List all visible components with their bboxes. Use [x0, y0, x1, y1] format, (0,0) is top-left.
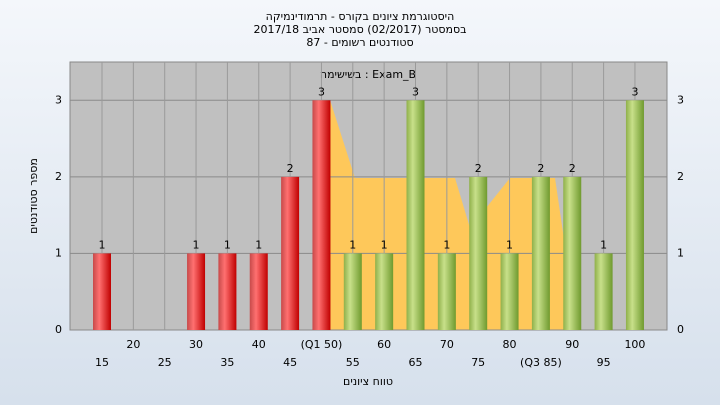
- value-label: 3: [412, 85, 419, 98]
- x-tick-label: 40: [252, 338, 266, 351]
- x-tick-label: 45: [283, 356, 297, 369]
- value-label: 3: [631, 85, 638, 98]
- y-tick-label: 1: [55, 246, 62, 259]
- x-tick-label: 95: [597, 356, 611, 369]
- x-tick-label: (Q1 50): [301, 338, 343, 351]
- x-tick-label: 70: [440, 338, 454, 351]
- value-label: 3: [318, 85, 325, 98]
- bar: [187, 253, 206, 330]
- value-label: 2: [287, 162, 294, 175]
- value-label: 1: [193, 238, 200, 251]
- x-tick-label: 25: [158, 356, 172, 369]
- bar: [312, 100, 331, 331]
- value-label: 1: [600, 238, 607, 251]
- x-tick-label: 60: [377, 338, 391, 351]
- y-axis-title: מספר סטודנטים: [27, 158, 40, 234]
- bar: [406, 100, 425, 331]
- bar: [249, 253, 268, 330]
- value-label: 2: [537, 162, 544, 175]
- value-label: 1: [381, 238, 388, 251]
- bar: [531, 176, 550, 330]
- value-label: 1: [443, 238, 450, 251]
- value-label: 1: [506, 238, 513, 251]
- bar: [469, 176, 488, 330]
- x-tick-label: 90: [565, 338, 579, 351]
- y-tick-label: 0: [55, 323, 62, 336]
- bar: [218, 253, 237, 330]
- y-tick-label: 3: [55, 93, 62, 106]
- y2-tick-label: 0: [677, 323, 684, 336]
- bar: [625, 100, 644, 331]
- value-label: 1: [255, 238, 262, 251]
- bar: [281, 176, 300, 330]
- value-label: 2: [475, 162, 482, 175]
- x-tick-label: 55: [346, 356, 360, 369]
- bar: [437, 253, 456, 330]
- bar: [343, 253, 362, 330]
- x-tick-label: 65: [409, 356, 423, 369]
- x-tick-label: 20: [126, 338, 140, 351]
- x-tick-label: 75: [471, 356, 485, 369]
- x-axis-title: טווח ציונים: [343, 375, 393, 388]
- bar: [563, 176, 582, 330]
- y2-tick-label: 2: [677, 170, 684, 183]
- value-label: 2: [569, 162, 576, 175]
- value-label: 1: [224, 238, 231, 251]
- y2-tick-label: 3: [677, 93, 684, 106]
- x-tick-label: 30: [189, 338, 203, 351]
- plot: 0 0 1 1 2 2 3 3 1 15 20 25 1 30 1 35 1 40 2 45 3 (Q1 50) 1 55 1 6…: [55, 62, 684, 369]
- value-label: 1: [349, 238, 356, 251]
- bar: [500, 253, 519, 330]
- y2-tick-label: 1: [677, 246, 684, 259]
- y-tick-label: 2: [55, 170, 62, 183]
- bar: [594, 253, 613, 330]
- chart-title: היסטוגרמת ציונים בקורס - תרמודינמיקה: [266, 10, 455, 23]
- annotation: בשישימה : Exam_B: [320, 68, 416, 81]
- x-tick-label: 35: [220, 356, 234, 369]
- chart-subtitle: סטודנטים רשומים - 87: [306, 36, 413, 49]
- chart-subtitle: בסמסטר (02/2017) סמסטר אביב 2017/18: [253, 23, 466, 36]
- x-tick-label: (Q3 85): [520, 356, 562, 369]
- x-tick-label: 80: [503, 338, 517, 351]
- x-tick-label: 100: [624, 338, 645, 351]
- x-tick-label: 15: [95, 356, 109, 369]
- value-label: 1: [99, 238, 106, 251]
- bar: [93, 253, 111, 330]
- bar: [375, 253, 394, 330]
